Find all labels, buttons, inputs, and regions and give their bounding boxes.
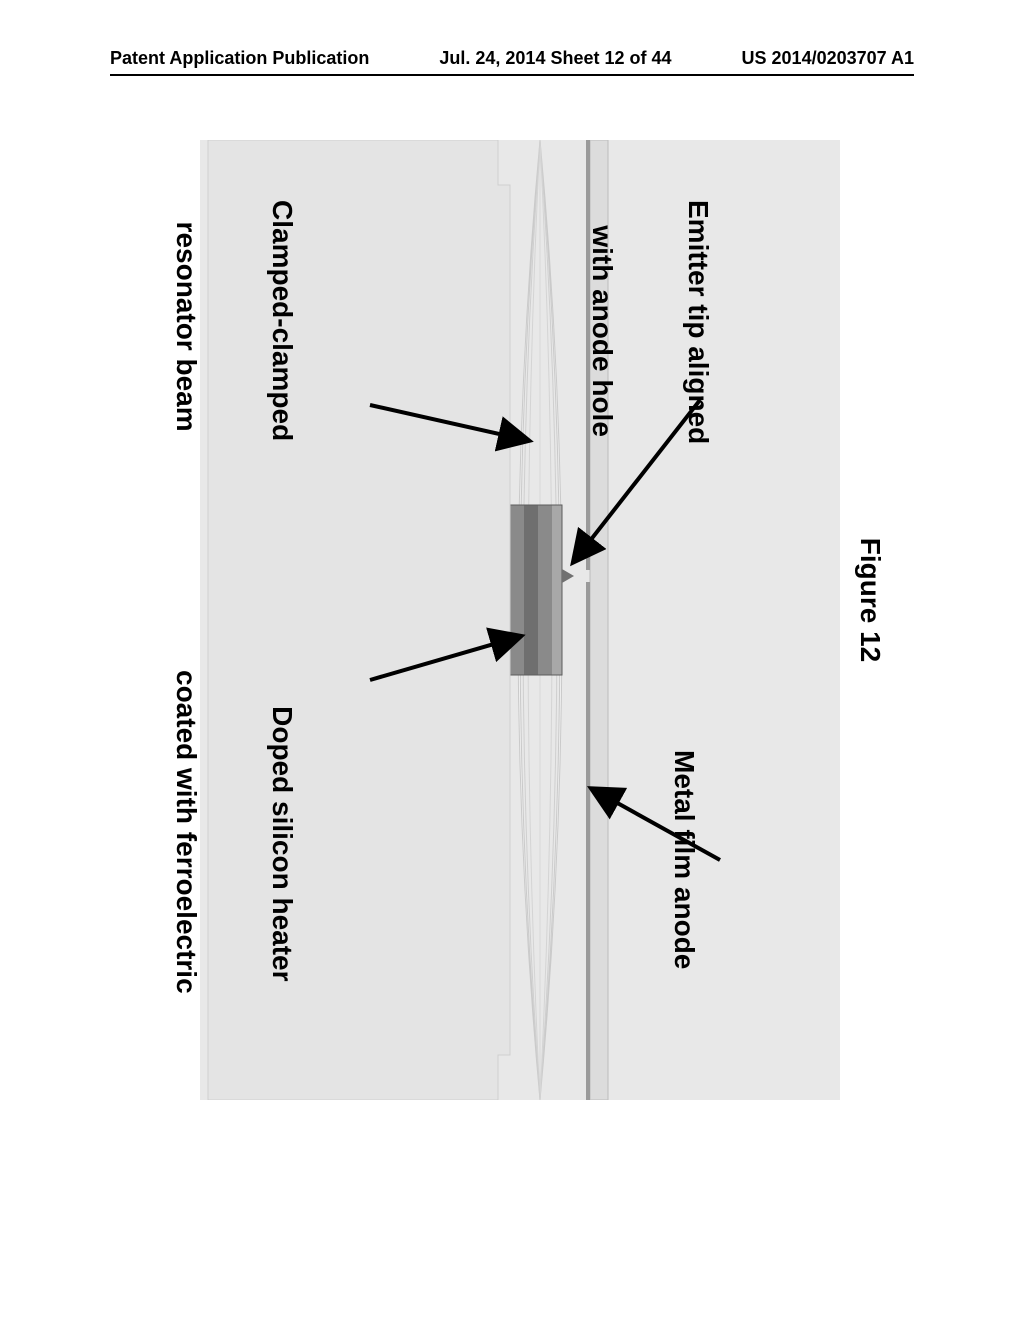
label-emitter: Emitter tip aligned with anode hole bbox=[522, 200, 778, 444]
label-resonator: Clamped-clamped resonator beam bbox=[106, 200, 362, 441]
figure-caption-wrap: Figure 12 bbox=[840, 0, 900, 1320]
label-emitter-l2: with anode hole bbox=[586, 200, 618, 444]
anode-right bbox=[586, 582, 590, 1100]
label-anode-l1: Metal film anode bbox=[668, 750, 700, 969]
label-heater-l1: Doped silicon heater bbox=[266, 670, 298, 994]
patent-page: Patent Application Publication Jul. 24, … bbox=[0, 0, 1024, 1320]
label-resonator-l2: resonator beam bbox=[170, 200, 202, 441]
label-emitter-l1: Emitter tip aligned bbox=[682, 200, 714, 444]
label-heater-l2: coated with ferroelectric bbox=[170, 670, 202, 994]
figure-caption: Figure 12 bbox=[854, 538, 886, 662]
header-center: Jul. 24, 2014 Sheet 12 of 44 bbox=[439, 48, 671, 69]
label-heater: Doped silicon heater coated with ferroel… bbox=[106, 670, 362, 994]
figure-region: Emitter tip aligned with anode hole Meta… bbox=[200, 140, 840, 1100]
header-left: Patent Application Publication bbox=[110, 48, 369, 69]
label-anode: Metal film anode bbox=[604, 750, 764, 969]
heater-block bbox=[510, 505, 562, 675]
header-rule bbox=[110, 74, 914, 76]
label-resonator-l1: Clamped-clamped bbox=[266, 200, 298, 441]
figure-rotated-canvas: Emitter tip aligned with anode hole Meta… bbox=[200, 140, 840, 1100]
